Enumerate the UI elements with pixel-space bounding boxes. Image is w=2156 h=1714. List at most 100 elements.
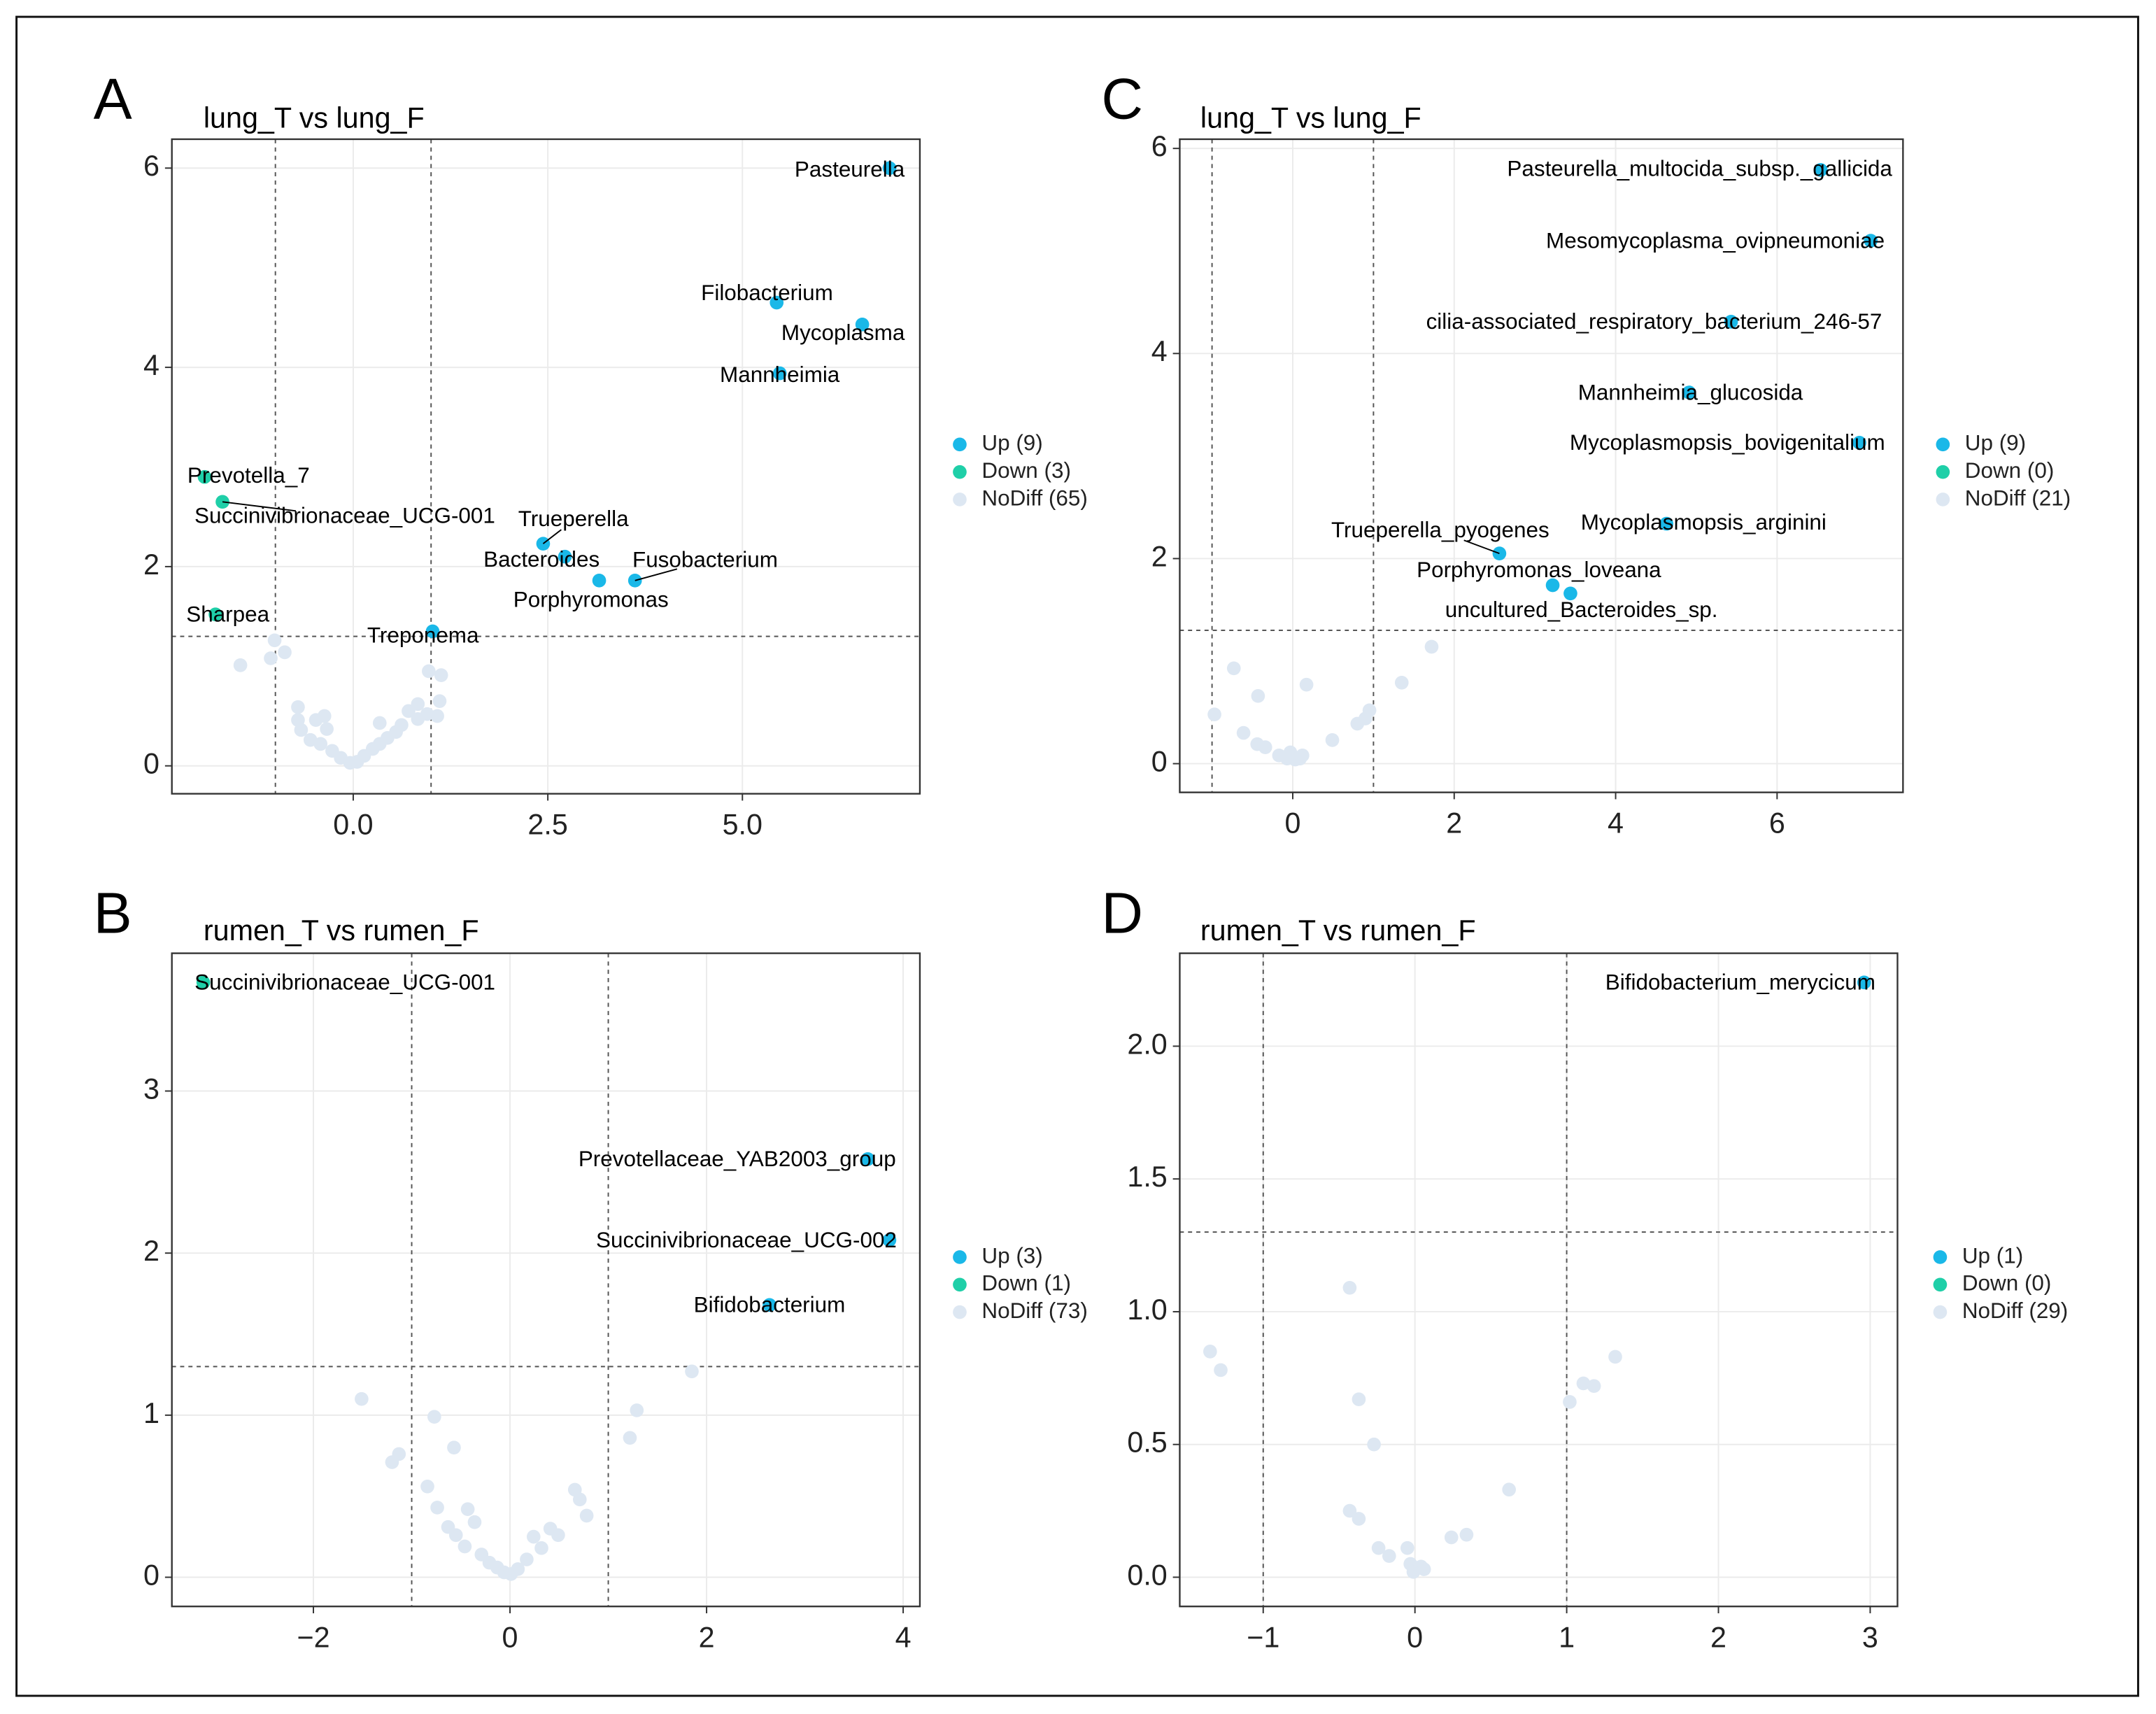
point: [294, 723, 308, 737]
label-connector: [542, 529, 562, 544]
point-label: Pasteurella: [795, 157, 905, 182]
point: [278, 645, 292, 660]
legend-key: [953, 1250, 967, 1264]
point: [320, 722, 334, 736]
point-label: Bifidobacterium_merycicum: [1605, 970, 1875, 995]
point-label: Succinivibrionaceae_UCG-001: [194, 970, 495, 995]
point: [1492, 546, 1507, 560]
point-label: Succinivibrionaceae_UCG-001: [194, 503, 495, 527]
panel-letter: A: [94, 67, 132, 132]
label-connector: [634, 568, 678, 581]
point: [1342, 1503, 1357, 1518]
point: [1563, 1395, 1577, 1409]
point: [1400, 1541, 1414, 1555]
point: [1394, 675, 1409, 690]
point: [402, 704, 416, 718]
x-tick-label: 2: [1446, 807, 1462, 840]
point: [623, 1431, 637, 1445]
y-tick-label: 1.5: [1127, 1161, 1167, 1193]
x-tick-label: 5.0: [723, 809, 763, 841]
point: [526, 1529, 541, 1544]
legend-label: Down (0): [1965, 458, 2055, 483]
point-label: Mannheimia_glucosida: [1578, 380, 1803, 404]
point: [430, 709, 444, 723]
point: [520, 1552, 534, 1566]
legend-key: [1933, 1305, 1948, 1319]
point: [1214, 1363, 1228, 1377]
point: [1608, 1350, 1622, 1364]
point: [579, 1508, 594, 1523]
plot-background: [171, 953, 920, 1607]
x-tick-label: 2: [1710, 1621, 1726, 1653]
y-tick-label: 2: [143, 1235, 159, 1267]
point-label: Prevotellaceae_YAB2003_group: [579, 1147, 896, 1171]
figure-border: [15, 15, 2139, 1697]
y-tick-label: 1.0: [1127, 1294, 1167, 1326]
legend-label: Up (3): [981, 1243, 1042, 1268]
panel-title: rumen_T vs rumen_F: [204, 914, 479, 947]
point-label: Bacteroides: [483, 547, 600, 572]
point: [1864, 234, 1878, 248]
plot-border: [1179, 952, 1899, 1608]
panel-title: rumen_T vs rumen_F: [1200, 914, 1476, 947]
point: [770, 295, 784, 310]
point: [267, 633, 282, 648]
point: [1236, 725, 1251, 740]
point: [551, 1528, 565, 1543]
plot-border: [171, 952, 921, 1608]
point: [208, 607, 222, 622]
point: [1203, 1345, 1217, 1359]
x-tick-label: −1: [1247, 1621, 1279, 1653]
x-tick-label: 0: [502, 1621, 518, 1653]
point-label: Mycoplasma: [781, 320, 905, 345]
point: [855, 318, 870, 332]
point: [317, 709, 332, 723]
legend-key: [953, 493, 967, 507]
legend-label: NoDiff (29): [1962, 1298, 2068, 1323]
point: [1459, 1527, 1474, 1542]
point: [763, 1298, 776, 1312]
point: [197, 469, 212, 484]
point-label: Mesomycoplasma_ovipneumoniae: [1546, 228, 1885, 253]
x-tick-label: 0: [1285, 807, 1301, 840]
y-tick-label: 2: [1151, 540, 1168, 572]
point: [430, 1501, 444, 1515]
point: [1207, 707, 1221, 722]
panel-title: lung_T vs lung_F: [204, 101, 425, 134]
point: [411, 697, 425, 711]
point-label: Mycoplasmopsis_bovigenitalium: [1570, 430, 1885, 455]
point: [432, 694, 447, 708]
point-label: Mannheimia: [720, 362, 840, 387]
y-tick-label: 6: [143, 150, 159, 182]
point: [1424, 639, 1439, 654]
x-tick-label: −2: [297, 1621, 329, 1653]
point: [458, 1539, 472, 1554]
x-tick-label: 4: [1608, 807, 1624, 840]
point: [1325, 733, 1340, 747]
point-label: Succinivibrionaceae_UCG-002: [596, 1228, 897, 1252]
point: [1342, 1280, 1357, 1295]
x-tick-label: 4: [895, 1621, 912, 1653]
panel-title: lung_T vs lung_F: [1200, 101, 1421, 134]
legend-key: [1933, 1277, 1948, 1292]
point: [447, 1440, 461, 1455]
point: [196, 975, 211, 990]
point: [1659, 516, 1674, 531]
point-label: Bifidobacterium: [694, 1293, 846, 1317]
point: [1852, 435, 1866, 450]
legend-key: [1936, 465, 1950, 479]
point: [1352, 1392, 1366, 1407]
legend-key: [953, 1277, 967, 1292]
legend-label: Down (0): [1962, 1271, 2052, 1296]
point-label: Sharpea: [186, 602, 269, 627]
point: [1857, 975, 1871, 990]
point: [630, 1403, 644, 1417]
point: [233, 658, 248, 672]
point: [1352, 1512, 1366, 1526]
point-label: Fusobacterium: [632, 548, 778, 572]
legend-key: [1933, 1250, 1948, 1264]
point: [422, 664, 436, 679]
